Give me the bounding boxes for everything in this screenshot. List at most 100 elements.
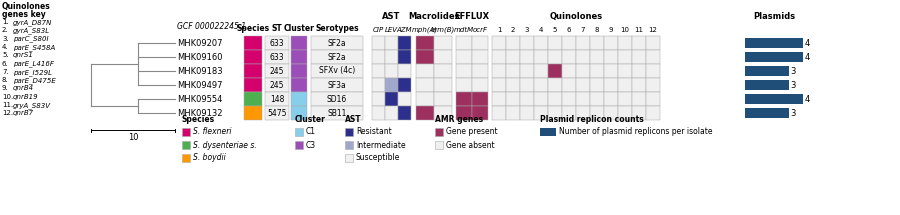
Bar xyxy=(385,106,398,120)
Text: SF2a: SF2a xyxy=(328,38,346,48)
Bar xyxy=(472,78,488,92)
Text: 11.: 11. xyxy=(2,102,14,108)
Bar xyxy=(416,92,434,106)
Bar xyxy=(604,36,618,50)
Text: SD16: SD16 xyxy=(327,95,347,103)
Bar xyxy=(604,78,618,92)
Bar xyxy=(398,92,411,106)
Text: 3: 3 xyxy=(790,66,796,75)
Text: Cluster: Cluster xyxy=(284,24,314,33)
Bar xyxy=(244,36,262,50)
Bar xyxy=(291,78,307,92)
Text: SB11: SB11 xyxy=(328,109,346,118)
Text: 7.: 7. xyxy=(2,69,9,75)
Bar xyxy=(548,64,562,78)
Text: 2.: 2. xyxy=(2,27,9,33)
Text: parE_I529L: parE_I529L xyxy=(13,69,52,75)
Text: 9.: 9. xyxy=(2,85,9,91)
Bar xyxy=(291,64,307,78)
Text: 4: 4 xyxy=(805,95,810,103)
Text: 8: 8 xyxy=(595,27,599,33)
Text: 7: 7 xyxy=(580,27,585,33)
Text: Quinolones: Quinolones xyxy=(549,12,603,21)
Text: Plasmids: Plasmids xyxy=(753,12,795,21)
Bar xyxy=(265,64,289,78)
Bar xyxy=(618,92,632,106)
Bar xyxy=(291,92,307,106)
Text: AZM: AZM xyxy=(397,27,412,33)
Text: 12: 12 xyxy=(649,27,657,33)
Text: gryA_S83V: gryA_S83V xyxy=(13,102,51,109)
Bar xyxy=(534,106,548,120)
Bar xyxy=(456,92,472,106)
Text: parE_D475E: parE_D475E xyxy=(13,77,56,84)
Text: 245: 245 xyxy=(270,80,284,89)
Text: SF2a: SF2a xyxy=(328,52,346,61)
Bar xyxy=(590,50,604,64)
Bar xyxy=(520,64,534,78)
Text: qnrB4: qnrB4 xyxy=(13,85,34,91)
Bar xyxy=(372,64,385,78)
Bar xyxy=(295,128,303,136)
Text: qnrB7: qnrB7 xyxy=(13,110,34,116)
Bar xyxy=(576,64,590,78)
Text: gyrA_S83L: gyrA_S83L xyxy=(13,27,50,34)
Text: GCF 000022245.1: GCF 000022245.1 xyxy=(177,22,246,31)
Bar xyxy=(456,64,472,78)
Bar xyxy=(562,92,576,106)
Bar xyxy=(745,108,788,118)
Bar xyxy=(506,92,520,106)
Bar xyxy=(345,154,353,162)
Bar xyxy=(534,78,548,92)
Bar xyxy=(745,80,788,90)
Text: Quinolones: Quinolones xyxy=(2,2,50,11)
Bar xyxy=(492,64,506,78)
Text: SF3a: SF3a xyxy=(328,80,346,89)
Bar xyxy=(291,36,307,50)
Text: 10.: 10. xyxy=(2,94,14,100)
Bar xyxy=(456,50,472,64)
Bar xyxy=(632,92,646,106)
Bar xyxy=(398,64,411,78)
Text: Serotypes: Serotypes xyxy=(315,24,359,33)
Bar xyxy=(472,92,488,106)
Bar xyxy=(385,36,398,50)
Text: ocrF: ocrF xyxy=(472,27,488,33)
Bar xyxy=(434,64,452,78)
Text: Resistant: Resistant xyxy=(356,127,392,137)
Text: Species: Species xyxy=(182,115,215,124)
Bar xyxy=(632,64,646,78)
Bar xyxy=(618,78,632,92)
Bar xyxy=(646,64,660,78)
Text: MHK09497: MHK09497 xyxy=(177,80,222,89)
Text: MHK09554: MHK09554 xyxy=(177,95,222,103)
Bar xyxy=(434,78,452,92)
Bar xyxy=(492,106,506,120)
Bar xyxy=(520,36,534,50)
Bar xyxy=(562,64,576,78)
Text: MHK09160: MHK09160 xyxy=(177,52,222,61)
Bar xyxy=(265,50,289,64)
Bar xyxy=(632,106,646,120)
Bar xyxy=(506,36,520,50)
Bar xyxy=(472,64,488,78)
Bar xyxy=(182,141,190,149)
Bar xyxy=(618,106,632,120)
Text: 4: 4 xyxy=(805,52,810,61)
Bar xyxy=(244,106,262,120)
Bar xyxy=(646,106,660,120)
Bar xyxy=(618,64,632,78)
Bar xyxy=(646,36,660,50)
Bar xyxy=(534,36,548,50)
Bar xyxy=(576,50,590,64)
Text: AST: AST xyxy=(345,115,362,124)
Bar xyxy=(562,78,576,92)
Text: parE_L416F: parE_L416F xyxy=(13,60,54,67)
Text: 3.: 3. xyxy=(2,36,9,41)
Bar xyxy=(590,92,604,106)
Bar xyxy=(398,106,411,120)
Text: 9: 9 xyxy=(608,27,613,33)
Bar xyxy=(385,50,398,64)
Bar xyxy=(456,36,472,50)
Text: qnrB19: qnrB19 xyxy=(13,94,39,100)
